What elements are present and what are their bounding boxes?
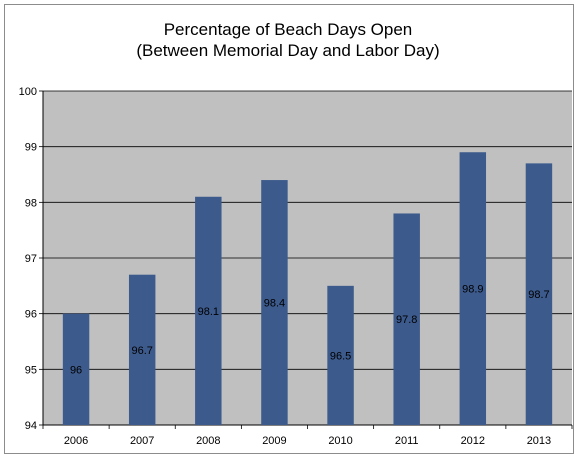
y-tick-label: 98 (25, 197, 37, 209)
bar-2012 (459, 152, 487, 425)
data-label-2007: 96.7 (131, 345, 152, 357)
chart-title-line-2: (Between Memorial Day and Labor Day) (136, 41, 439, 60)
data-label-2006: 96 (70, 364, 82, 376)
bar-2013 (525, 163, 553, 425)
bar-2011 (393, 213, 420, 425)
y-tick-label: 97 (25, 253, 37, 265)
bar-2009 (261, 180, 288, 425)
bar-2008 (195, 196, 222, 425)
data-label-2012: 98.9 (462, 284, 483, 296)
bar-2006 (62, 313, 90, 425)
y-tick-label: 96 (25, 309, 37, 321)
data-label-2011: 97.8 (396, 314, 417, 326)
x-tick-label-2012: 2012 (461, 435, 485, 447)
chart-svg: Percentage of Beach Days Open (Between M… (19, 20, 573, 447)
bars (62, 152, 553, 425)
data-labels: 96 96.7 98.1 98.4 96.5 97.8 98.9 98.7 (70, 284, 550, 377)
chart-title-line-1: Percentage of Beach Days Open (164, 20, 413, 39)
bar-2007 (128, 274, 156, 425)
bar-2010 (327, 285, 354, 425)
x-tick-label-2008: 2008 (196, 435, 220, 447)
data-label-2010: 96.5 (330, 350, 351, 362)
x-tick-label-2010: 2010 (328, 435, 352, 447)
y-tick-label: 95 (25, 364, 37, 376)
x-tick-label-2009: 2009 (262, 435, 286, 447)
y-tick-label: 99 (25, 142, 37, 154)
x-axis-ticks: 2006 2007 2008 2009 2010 2011 2012 2013 (42, 425, 573, 447)
x-tick-label-2007: 2007 (130, 435, 154, 447)
y-axis-ticks: 94 95 96 97 98 99 100 (19, 86, 37, 432)
data-label-2009: 98.4 (264, 298, 285, 310)
y-tick-label: 100 (19, 86, 37, 98)
x-tick-label-2006: 2006 (64, 435, 88, 447)
chart-frame: Percentage of Beach Days Open (Between M… (4, 4, 574, 454)
x-tick-label-2013: 2013 (527, 435, 551, 447)
data-label-2013: 98.7 (528, 289, 549, 301)
x-tick-label-2011: 2011 (395, 435, 419, 447)
data-label-2008: 98.1 (198, 306, 219, 318)
y-tick-label: 94 (25, 420, 37, 432)
